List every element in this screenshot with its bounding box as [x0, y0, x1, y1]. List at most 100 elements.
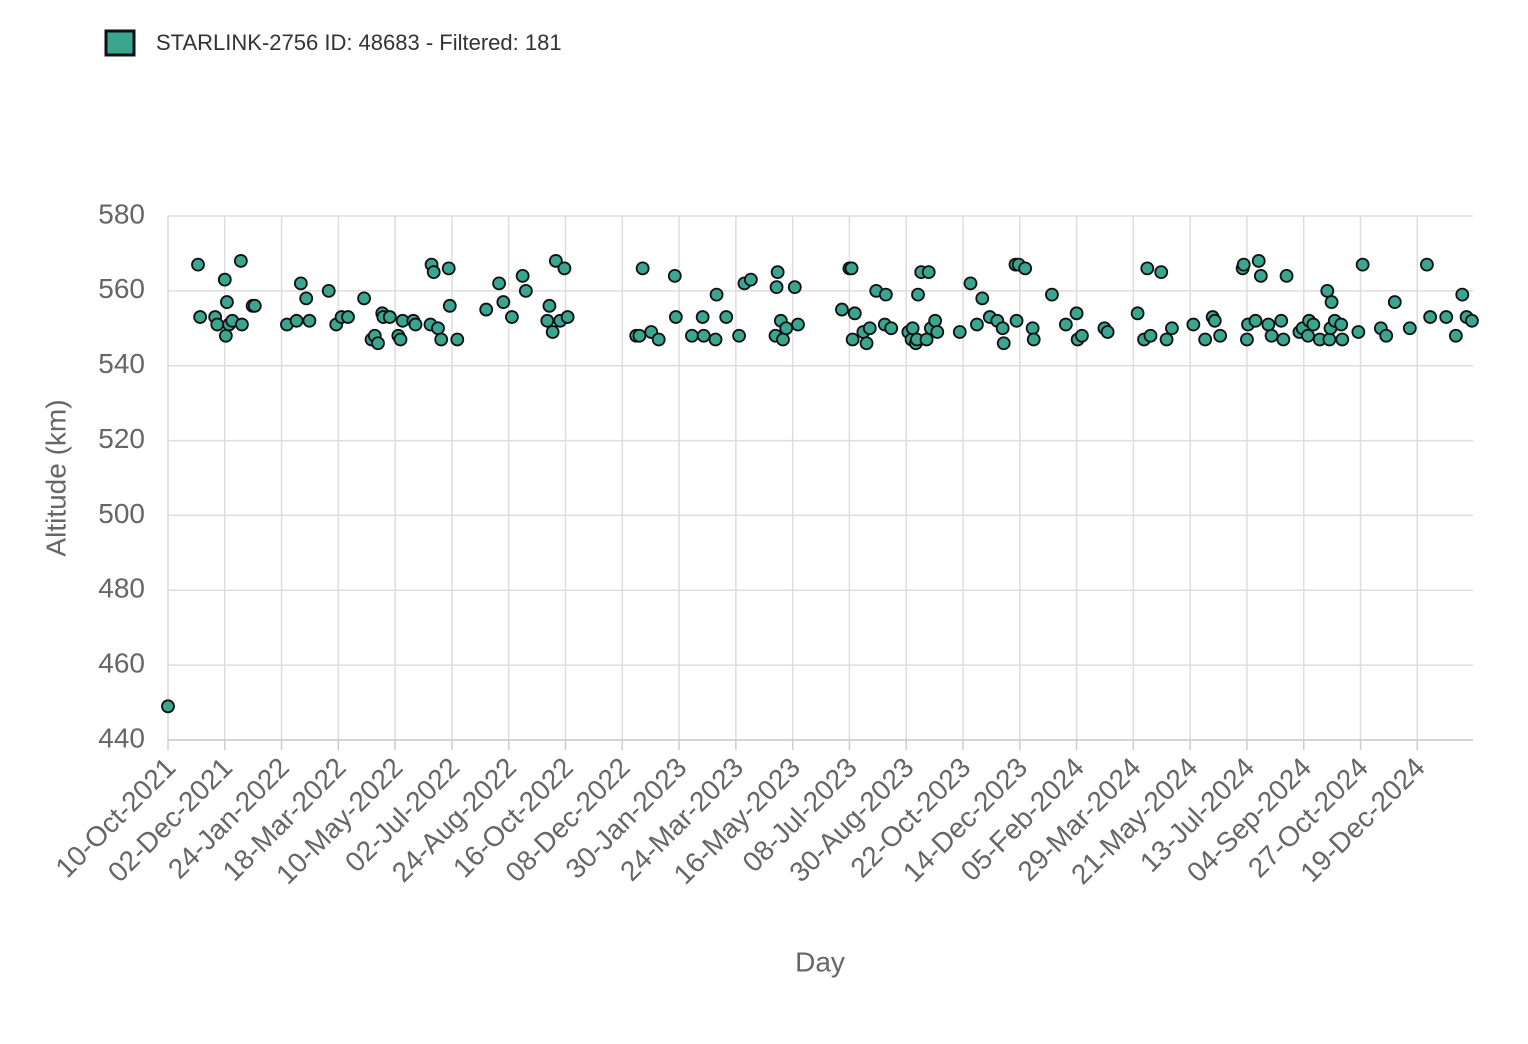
point	[1379, 328, 1394, 343]
point	[1045, 287, 1059, 302]
point	[210, 317, 225, 332]
point	[632, 328, 647, 343]
point	[884, 321, 899, 336]
point	[1455, 287, 1470, 302]
point	[911, 287, 925, 302]
point	[930, 325, 945, 339]
point	[963, 276, 978, 291]
point	[479, 302, 494, 317]
point	[1018, 261, 1033, 276]
point	[1448, 328, 1463, 343]
point	[1324, 295, 1339, 309]
y-tick-label: 440	[98, 722, 145, 753]
point	[191, 257, 205, 272]
point	[776, 332, 790, 347]
point	[357, 291, 371, 306]
point	[719, 310, 734, 324]
point	[235, 317, 249, 332]
point	[1026, 332, 1041, 347]
point	[450, 332, 465, 347]
point	[371, 336, 385, 351]
point	[408, 317, 423, 332]
point	[708, 332, 723, 347]
point	[1236, 257, 1251, 272]
point	[441, 261, 456, 276]
point	[1240, 332, 1254, 347]
point	[928, 313, 943, 328]
point	[732, 328, 746, 343]
point	[220, 295, 234, 309]
point	[1274, 313, 1289, 328]
point	[1253, 268, 1268, 283]
point	[769, 280, 784, 295]
y-tick-label: 540	[98, 348, 145, 379]
point	[862, 321, 877, 336]
point	[1306, 317, 1321, 332]
point	[545, 325, 560, 339]
point	[995, 321, 1010, 336]
point	[442, 298, 457, 313]
point	[1279, 268, 1294, 283]
point	[1165, 321, 1179, 336]
point	[1100, 325, 1115, 339]
point	[1140, 261, 1155, 276]
point	[770, 265, 785, 280]
point	[1301, 328, 1315, 343]
point	[791, 317, 805, 332]
point	[1439, 310, 1454, 324]
point	[1198, 332, 1213, 347]
point	[299, 291, 314, 306]
y-tick-label: 560	[98, 273, 145, 304]
point	[1251, 254, 1266, 268]
point	[492, 276, 506, 291]
y-axis-label: Altitude (km)	[40, 399, 71, 556]
point	[975, 291, 990, 306]
point	[905, 321, 920, 336]
y-tick-label: 480	[98, 573, 145, 604]
legend-label: STARLINK-2756 ID: 48683 - Filtered: 181	[156, 30, 562, 55]
point	[1351, 325, 1366, 339]
point	[233, 254, 248, 268]
point	[1420, 257, 1434, 272]
point	[996, 336, 1011, 351]
point	[1320, 283, 1335, 298]
point	[1069, 306, 1084, 321]
point	[1402, 321, 1417, 336]
point	[859, 336, 874, 351]
point	[1322, 332, 1337, 347]
point	[1335, 332, 1350, 347]
point	[921, 265, 936, 280]
point	[548, 254, 563, 268]
point	[1207, 313, 1222, 328]
point	[878, 287, 893, 302]
point	[635, 261, 650, 276]
point	[1075, 328, 1089, 343]
point	[847, 306, 862, 321]
point	[695, 310, 710, 324]
point	[787, 280, 802, 295]
legend-swatch	[104, 29, 136, 57]
point	[845, 332, 860, 347]
y-tick-label: 580	[98, 198, 145, 229]
point	[1276, 332, 1291, 347]
point	[696, 328, 711, 343]
y-tick-label: 460	[98, 648, 145, 679]
point	[518, 283, 533, 298]
point	[919, 332, 934, 347]
point	[1423, 310, 1438, 324]
point	[1261, 317, 1276, 332]
y-tick-label: 520	[98, 423, 145, 454]
point	[382, 310, 397, 324]
point	[557, 261, 572, 276]
point	[321, 283, 336, 298]
point	[431, 321, 445, 336]
point	[667, 268, 682, 283]
point	[779, 321, 794, 336]
point	[218, 328, 233, 343]
point	[1009, 313, 1024, 328]
point	[970, 317, 984, 332]
point	[651, 332, 666, 347]
point	[434, 332, 449, 347]
point	[668, 310, 683, 324]
point	[709, 287, 724, 302]
